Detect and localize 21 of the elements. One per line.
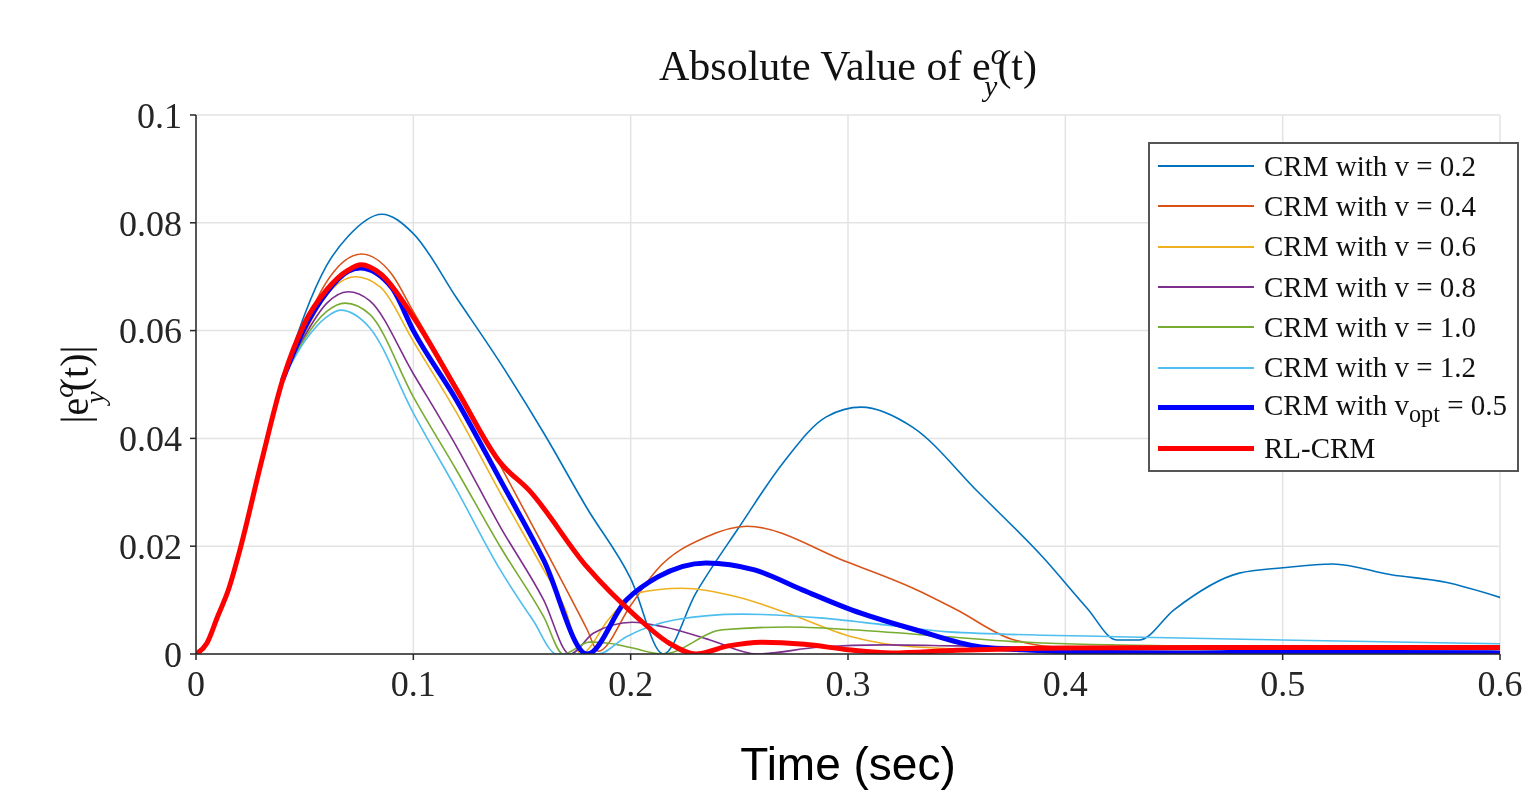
legend-label: CRM with v = 0.4 bbox=[1263, 189, 1477, 223]
x-axis-title: Time (sec) bbox=[740, 738, 956, 790]
legend-label: CRM with v$_{opt}$ = 0.5 bbox=[1263, 388, 1507, 428]
x-tick-label: 0.5 bbox=[1260, 663, 1306, 704]
legend-label: CRM with v = 0.8 bbox=[1263, 270, 1477, 304]
legend-label: CRM with v = 1.2 bbox=[1263, 351, 1477, 385]
legend-label: CRM with v = 1.0 bbox=[1263, 310, 1477, 344]
y-tick-label: 0.08 bbox=[119, 203, 182, 244]
y-tick-label: 0.06 bbox=[119, 311, 182, 352]
x-tick-label: 0.1 bbox=[390, 663, 436, 704]
x-tick-label: 0.6 bbox=[1477, 663, 1523, 704]
x-tick-label: 0.4 bbox=[1042, 663, 1088, 704]
y-tick-label: 0 bbox=[164, 634, 182, 675]
legend-label: RL-CRM bbox=[1263, 431, 1376, 465]
y-tick-label: 0.02 bbox=[119, 526, 182, 567]
legend-label: CRM with v = 0.6 bbox=[1263, 230, 1477, 264]
x-tick-label: 0.2 bbox=[608, 663, 654, 704]
y-tick-label: 0.1 bbox=[137, 95, 182, 136]
legend-label: CRM with v = 0.2 bbox=[1263, 149, 1477, 183]
x-tick-label: 0.3 bbox=[825, 663, 871, 704]
y-tick-label: 0.04 bbox=[119, 419, 182, 460]
